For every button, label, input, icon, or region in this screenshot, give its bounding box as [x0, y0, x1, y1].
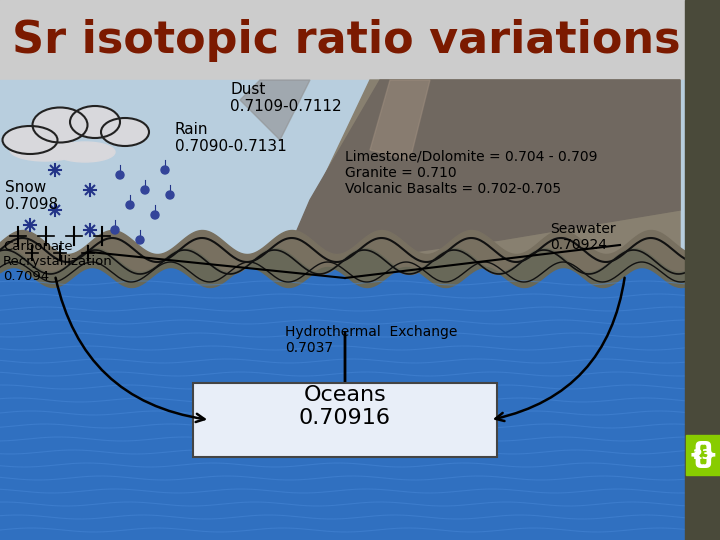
Polygon shape — [280, 80, 680, 270]
Ellipse shape — [32, 107, 88, 143]
Polygon shape — [240, 80, 310, 140]
Circle shape — [161, 166, 169, 174]
Circle shape — [136, 236, 144, 244]
Text: Hydrothermal  Exchange
0.7037: Hydrothermal Exchange 0.7037 — [285, 325, 457, 355]
Bar — [0, 265, 685, 540]
Text: Rain
0.7090-0.7131: Rain 0.7090-0.7131 — [175, 122, 287, 154]
Text: 23: 23 — [693, 448, 713, 462]
Circle shape — [166, 191, 174, 199]
Text: Dust
0.7109-0.7112: Dust 0.7109-0.7112 — [230, 82, 341, 114]
Text: Snow
0.7098: Snow 0.7098 — [5, 180, 58, 212]
Bar — [0, 80, 685, 270]
Ellipse shape — [101, 118, 149, 146]
Polygon shape — [280, 80, 680, 270]
Text: Limestone/Dolomite = 0.704 - 0.709
Granite = 0.710
Volcanic Basalts = 0.702-0.70: Limestone/Dolomite = 0.704 - 0.709 Grani… — [345, 150, 598, 197]
Circle shape — [126, 201, 134, 209]
Text: Seawater
0.70924: Seawater 0.70924 — [550, 222, 616, 252]
Circle shape — [116, 171, 124, 179]
Polygon shape — [370, 80, 430, 160]
FancyBboxPatch shape — [193, 383, 497, 457]
Circle shape — [111, 226, 119, 234]
Text: Sr isotopic ratio variations: Sr isotopic ratio variations — [12, 18, 680, 62]
Bar — [686, 435, 720, 475]
Text: Carbonate
Recrystallization
0.7094: Carbonate Recrystallization 0.7094 — [3, 240, 113, 283]
Text: Oceans
0.70916: Oceans 0.70916 — [299, 385, 391, 428]
Text: }: } — [698, 441, 718, 469]
Bar — [685, 0, 720, 540]
Ellipse shape — [55, 142, 115, 162]
Text: {: { — [688, 441, 708, 469]
Ellipse shape — [70, 106, 120, 138]
Ellipse shape — [2, 126, 58, 154]
Circle shape — [141, 186, 149, 194]
Bar — [0, 0, 685, 80]
Circle shape — [151, 211, 159, 219]
Ellipse shape — [10, 139, 80, 161]
